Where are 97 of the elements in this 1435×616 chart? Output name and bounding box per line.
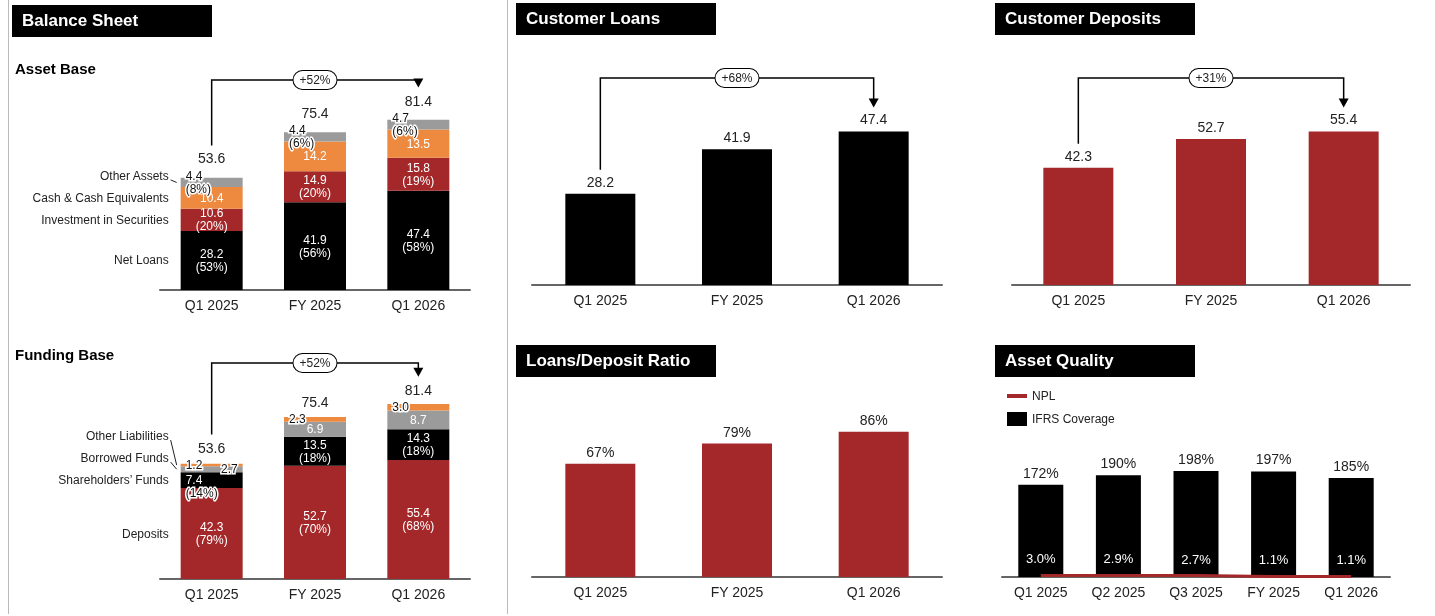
data-label: 10.6 (20%)	[195, 206, 228, 234]
data-label: 41.9	[723, 129, 751, 146]
series-label: Net Loans	[113, 253, 169, 268]
x-tick-label: Q1 2025	[184, 586, 239, 602]
x-tick-label: Q3 2025	[1169, 584, 1224, 600]
x-tick-label: Q1 2026	[1316, 292, 1371, 308]
series-label: Borrowed Funds	[80, 451, 169, 466]
data-label: 14.3 (18%)	[402, 431, 435, 459]
bar	[387, 459, 450, 579]
series-label: Shareholders’ Funds	[58, 473, 169, 488]
x-tick-label: FY 2025	[710, 584, 764, 600]
legend-label: IFRS Coverage	[1032, 412, 1116, 426]
data-label: 1.1%	[1336, 552, 1367, 568]
series-label: Other Assets	[99, 168, 169, 183]
total-label: 81.4	[404, 381, 433, 398]
data-label: 79%	[722, 423, 752, 440]
data-label: 86%	[859, 411, 888, 428]
data-label: 172%	[1022, 464, 1059, 481]
series-label: Deposits	[121, 526, 169, 541]
bar	[180, 231, 243, 290]
x-tick-label: FY 2025	[288, 297, 342, 313]
data-label: 6.9	[306, 422, 324, 437]
x-tick-label: Q1 2025	[573, 584, 628, 600]
x-tick-label: FY 2025	[288, 586, 342, 602]
x-tick-label: Q1 2025	[573, 292, 628, 308]
data-label: 55.4	[1330, 111, 1358, 128]
x-tick-label: Q1 2026	[391, 297, 446, 313]
data-label: 2.7	[220, 462, 238, 477]
x-tick-label: Q1 2025	[1051, 292, 1106, 308]
x-tick-label: Q1 2026	[1324, 584, 1379, 600]
data-label: 1.2	[185, 458, 203, 473]
bar	[1095, 475, 1141, 577]
total-label: 53.6	[198, 150, 226, 167]
x-tick-label: Q1 2026	[846, 584, 901, 600]
data-label: 7.4 (14%)	[185, 473, 218, 501]
data-label: 197%	[1255, 451, 1292, 468]
x-tick-label: FY 2025	[1184, 292, 1238, 308]
chart-subtitle: Asset Base	[15, 60, 96, 77]
legend-label: NPL	[1032, 389, 1056, 403]
total-label: 81.4	[404, 92, 433, 109]
data-label: 4.7 (6%)	[392, 111, 418, 139]
series-label: Other Liabilities	[85, 429, 169, 444]
text: +52%	[299, 356, 331, 370]
series-label: Cash & Cash Equivalents	[32, 190, 169, 205]
data-label: 1.1%	[1258, 552, 1289, 568]
x-tick-label: Q1 2026	[391, 586, 446, 602]
data-label: 13.5 (18%)	[298, 437, 332, 465]
chart-title: Customer Deposits	[995, 3, 1195, 35]
series-label: Investment in Securities	[41, 212, 169, 227]
text: +52%	[299, 73, 331, 87]
total-label: 75.4	[301, 393, 329, 410]
bar	[387, 190, 450, 290]
bar	[387, 410, 450, 430]
data-label: 2.7%	[1181, 551, 1212, 567]
chart-subtitle: Funding Base	[15, 346, 115, 363]
chart-title: Asset Quality	[995, 345, 1195, 377]
data-label: 3.0	[392, 400, 410, 415]
x-tick-label: FY 2025	[1247, 584, 1301, 600]
data-label: 190%	[1100, 455, 1137, 472]
data-label: 14.2	[303, 149, 327, 164]
bar	[1328, 477, 1374, 577]
data-label: 67%	[586, 443, 615, 460]
bar	[284, 465, 346, 579]
data-label: 198%	[1178, 450, 1214, 467]
data-label: 8.7	[409, 412, 427, 427]
data-label: 47.4 (58%)	[402, 226, 435, 254]
data-label: 2.9%	[1103, 551, 1134, 567]
text: +68%	[721, 71, 753, 85]
data-label: 28.2 (53%)	[195, 247, 228, 274]
data-label: 52.7 (70%)	[298, 508, 332, 536]
chart-title: Customer Loans	[516, 3, 716, 35]
x-tick-label: Q2 2025	[1091, 584, 1146, 600]
data-label: 47.4	[860, 111, 888, 128]
data-label: 3.0%	[1025, 551, 1057, 567]
chart-title: Loans/Deposit Ratio	[516, 345, 716, 377]
total-label: 75.4	[301, 104, 329, 121]
bar	[1173, 470, 1219, 577]
data-label: 28.2	[586, 173, 615, 190]
text: +31%	[1195, 71, 1227, 85]
data-label: 42.3	[1064, 147, 1093, 164]
x-tick-label: Q1 2025	[1013, 584, 1068, 600]
total-label: 53.6	[198, 439, 226, 456]
x-tick-label: Q1 2026	[846, 292, 901, 308]
chart-title: Balance Sheet	[12, 5, 212, 37]
x-tick-label: FY 2025	[710, 292, 764, 308]
data-label: 41.9 (56%)	[298, 232, 332, 260]
data-label: 55.4 (68%)	[402, 505, 435, 533]
bar	[1018, 484, 1064, 577]
data-label: 4.4 (6%)	[289, 123, 315, 151]
data-label: 42.3 (79%)	[195, 520, 228, 548]
data-label: 52.7	[1197, 118, 1225, 135]
data-label: 185%	[1333, 457, 1370, 474]
bar	[1251, 471, 1297, 577]
bar	[284, 202, 346, 290]
data-label: 15.8 (19%)	[402, 160, 435, 188]
x-tick-label: Q1 2025	[184, 297, 239, 313]
data-label: 14.9 (20%)	[298, 173, 332, 201]
